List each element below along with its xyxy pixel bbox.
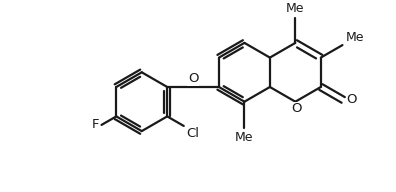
Text: Me: Me (235, 131, 254, 144)
Text: O: O (188, 72, 198, 85)
Text: Me: Me (346, 31, 364, 44)
Text: O: O (291, 103, 301, 115)
Text: F: F (92, 118, 99, 131)
Text: Me: Me (286, 2, 304, 15)
Text: Cl: Cl (186, 127, 199, 141)
Text: O: O (346, 94, 357, 106)
